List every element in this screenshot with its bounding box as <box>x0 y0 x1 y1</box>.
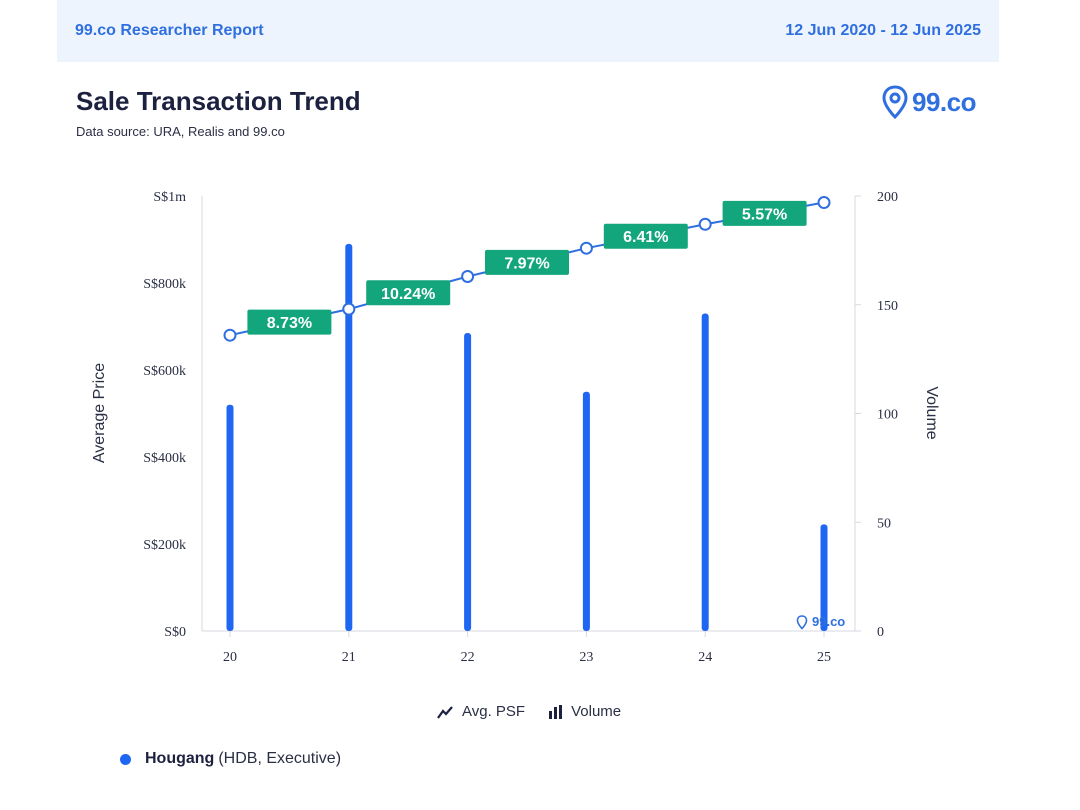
location-pin-icon <box>882 85 908 119</box>
change-badge <box>603 223 688 249</box>
change-badge-label: 8.73% <box>267 315 312 332</box>
y-tick-label: S$200k <box>143 538 186 553</box>
volume-bar <box>820 524 828 631</box>
volume-bar <box>226 404 234 631</box>
x-tick-label: 23 <box>579 650 593 665</box>
volume-bar <box>464 333 472 631</box>
x-tick-label: 20 <box>223 650 237 665</box>
legend-avg-psf[interactable]: Avg. PSF <box>436 703 525 720</box>
y2-tick-label: 200 <box>877 190 898 205</box>
legend-volume[interactable]: Volume <box>547 703 621 720</box>
chart-watermark: 99.co <box>796 614 845 630</box>
location-name: Hougang <box>145 750 215 767</box>
change-badge-label: 10.24% <box>381 286 435 303</box>
location-detail: (HDB, Executive) <box>218 750 342 767</box>
change-badge-label: 5.57% <box>742 206 787 223</box>
avg-psf-point <box>461 269 475 283</box>
y-tick-label: S$1m <box>153 190 186 205</box>
report-header-bar: 99.co Researcher Report 12 Jun 2020 - 12… <box>57 0 999 62</box>
x-tick-label: 24 <box>698 650 712 665</box>
change-badge <box>722 200 807 226</box>
avg-psf-point <box>698 217 712 231</box>
legend-avg-psf-label: Avg. PSF <box>462 703 526 720</box>
legend-volume-label: Volume <box>571 703 622 720</box>
avg-psf-point <box>342 302 356 316</box>
y-axis-title: Average Price <box>91 363 108 463</box>
line-chart-icon <box>437 705 453 719</box>
change-badge <box>247 309 332 335</box>
location-legend: Hougang (HDB, Executive) <box>120 750 341 768</box>
y-tick-label: S$600k <box>143 364 186 379</box>
watermark-pin-icon <box>796 615 808 630</box>
y2-tick-label: 100 <box>877 408 898 423</box>
chart-legend: Avg. PSF Volume <box>436 703 621 720</box>
report-name: 99.co Researcher Report <box>75 22 264 39</box>
chart-subtitle: Data source: URA, Realis and 99.co <box>76 124 285 139</box>
chart-title: Sale Transaction Trend <box>76 86 361 116</box>
avg-psf-point <box>223 328 237 342</box>
y2-axis-title: Volume <box>923 386 940 439</box>
bar-chart-icon <box>549 704 563 719</box>
y-tick-label: S$400k <box>143 451 186 466</box>
volume-bar <box>701 313 709 631</box>
brand-logo: 99.co <box>882 84 986 120</box>
volume-bar <box>582 391 590 631</box>
watermark-text: 99.co <box>812 614 845 629</box>
y-tick-label: S$800k <box>143 277 186 292</box>
avg-psf-point <box>817 196 831 210</box>
change-badge-label: 7.97% <box>504 255 549 272</box>
location-dot <box>120 753 131 765</box>
logo-text: 99.co <box>912 86 977 117</box>
change-badge-label: 6.41% <box>623 229 668 246</box>
y-tick-label: S$0 <box>164 625 186 640</box>
report-date-range: 12 Jun 2020 - 12 Jun 2025 <box>785 22 981 39</box>
change-badge <box>485 249 569 275</box>
x-tick-label: 25 <box>817 650 831 665</box>
volume-bar <box>345 243 353 631</box>
y2-tick-label: 150 <box>877 299 898 314</box>
x-tick-label: 21 <box>342 650 356 665</box>
y2-tick-label: 50 <box>877 516 891 531</box>
y2-tick-label: 0 <box>877 625 884 640</box>
change-badge <box>366 280 451 306</box>
x-tick-label: 22 <box>461 650 475 665</box>
avg-psf-point <box>579 241 593 255</box>
